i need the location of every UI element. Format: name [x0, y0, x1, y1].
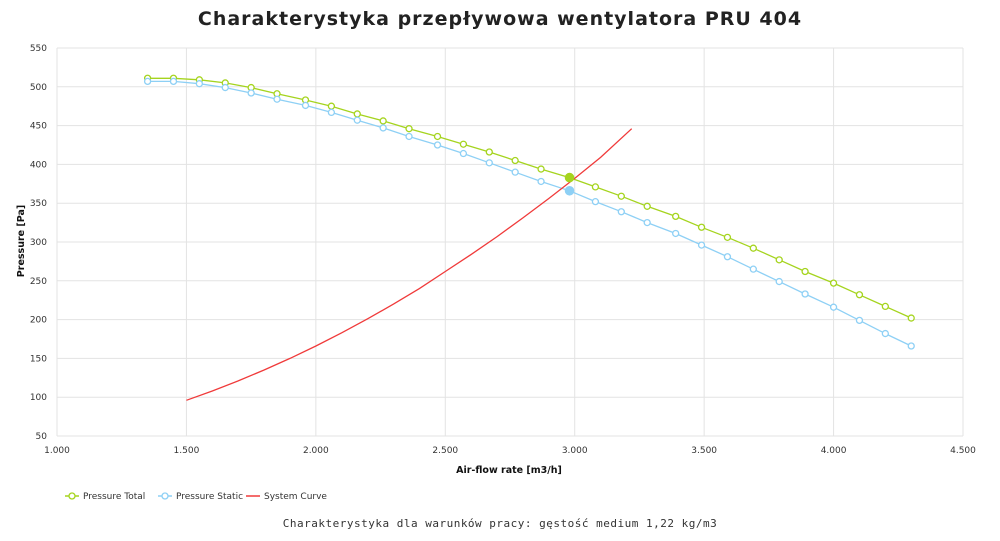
pressure-total-point [405, 125, 413, 133]
x-tick-label: 2.500 [432, 446, 458, 456]
y-tick-label: 450 [30, 122, 47, 132]
legend-swatch-marker [68, 492, 76, 500]
pressure-total-point [591, 183, 600, 191]
pressure-static-point [169, 77, 178, 86]
legend-item-system-curve: System Curve [246, 492, 327, 502]
pressure-total-point [829, 279, 838, 287]
x-tick-label: 3.500 [691, 446, 717, 456]
pressure-static-line [147, 80, 912, 347]
pressure-total-point [723, 233, 732, 241]
chart-subtitle: Charakterystyka dla warunków pracy: gęst… [282, 517, 718, 530]
pressure-total-point [485, 148, 493, 156]
pressure-total-point [511, 156, 519, 165]
pressure-static-point [511, 168, 519, 176]
pressure-static-point [775, 277, 783, 286]
y-tick-label: 250 [30, 277, 47, 287]
x-tick-label: 2.000 [303, 446, 329, 456]
y-tick-label: 550 [30, 44, 47, 54]
x-axis-label: Air-flow rate [m3/h] [456, 465, 562, 476]
y-tick-label: 500 [30, 83, 47, 93]
tick-labels: 550 500 450 400 350 300 250 200 150 100 50 1.000 1.5… [30, 44, 976, 456]
y-tick-label: 350 [30, 199, 47, 209]
pressure-total-point [881, 302, 889, 311]
y-tick-label: 200 [30, 316, 47, 326]
y-axis-label: Pressure [Pa] [16, 205, 27, 277]
pressure-static-point [327, 108, 336, 117]
pressure-static-point [537, 177, 545, 186]
pressure-total-point [379, 117, 387, 125]
legend-item-pressure-total: Pressure Total [65, 492, 145, 502]
legend: Pressure Total Pressure Static System Curv… [65, 492, 327, 502]
system-curve-line [186, 128, 633, 401]
pressure-total-point [537, 165, 545, 173]
pressure-static-point [672, 229, 680, 238]
pressure-static-point [617, 208, 625, 216]
x-tick-label: 3.000 [562, 446, 588, 456]
chart-title: Charakterystyka przepływowa wentylatora … [197, 8, 803, 30]
pressure-static-operating-point [564, 185, 575, 196]
pressure-static-point [485, 159, 493, 167]
x-tick-label: 1.000 [44, 446, 70, 456]
grid [56, 47, 964, 437]
pressure-total-point [617, 192, 625, 200]
y-tick-label: 150 [30, 354, 47, 364]
pressure-static-point [697, 241, 706, 249]
pressure-total-point [749, 244, 757, 252]
pressure-static-point [907, 342, 915, 350]
pressure-static-point [881, 329, 889, 338]
pressure-static-point [301, 101, 310, 110]
pressure-static-point [801, 290, 809, 298]
pressure-total-point [855, 291, 864, 299]
legend-item-pressure-static: Pressure Static [158, 492, 243, 502]
pressure-total-point [697, 223, 706, 231]
pressure-total-point [801, 267, 809, 276]
pressure-static-point [459, 149, 468, 158]
pressure-total-point [353, 110, 361, 118]
pressure-total-point [459, 140, 468, 148]
y-tick-label: 400 [30, 160, 47, 170]
legend-label: Pressure Static [176, 492, 243, 502]
series-layer [143, 74, 915, 401]
legend-label: System Curve [264, 492, 327, 502]
pressure-total-line [147, 77, 912, 319]
legend-label: Pressure Total [83, 492, 145, 502]
pressure-total-point [775, 256, 783, 264]
pressure-static-point [855, 316, 864, 325]
pressure-static-point [749, 265, 757, 273]
pressure-static-point [723, 253, 732, 261]
pressure-static-point [405, 132, 413, 141]
x-tick-label: 4.000 [821, 446, 847, 456]
pressure-total-point [643, 202, 651, 210]
pressure-static-point [353, 116, 361, 124]
pressure-total-operating-point [564, 172, 575, 183]
x-tick-label: 4.500 [950, 446, 976, 456]
pressure-static-point [591, 197, 600, 206]
y-tick-label: 300 [30, 238, 47, 248]
pressure-total-point [327, 102, 336, 110]
y-tick-label: 50 [36, 432, 48, 442]
pressure-static-point [829, 303, 838, 311]
pressure-static-point [195, 80, 204, 88]
pressure-static-point [379, 124, 387, 132]
pressure-total-point [907, 314, 915, 322]
y-tick-label: 100 [30, 393, 47, 403]
x-tick-label: 1.500 [174, 446, 200, 456]
pressure-total-point [672, 212, 680, 221]
pressure-static-point [273, 95, 281, 103]
pressure-total-point [433, 132, 442, 141]
legend-swatch-marker [161, 492, 169, 500]
pressure-static-point [433, 141, 442, 149]
pressure-static-point [247, 89, 255, 97]
pressure-static-point [143, 77, 152, 86]
pressure-static-point [221, 83, 229, 92]
pressure-static-point [643, 218, 651, 227]
